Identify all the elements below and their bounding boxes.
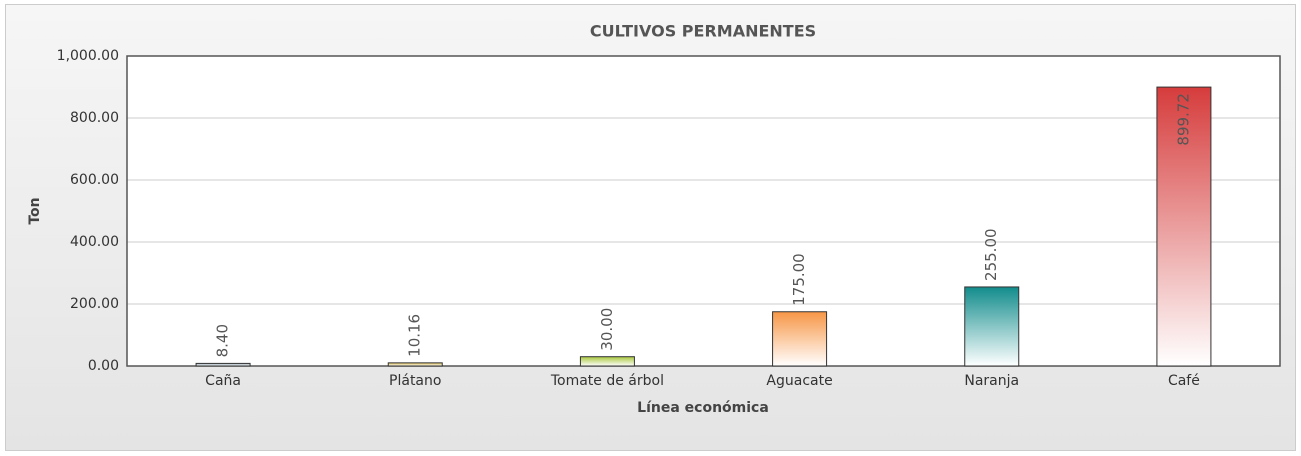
bar bbox=[772, 311, 828, 367]
x-axis-label: Línea económica bbox=[637, 400, 769, 416]
value-label: 8.40 bbox=[214, 324, 232, 357]
value-label: 255.00 bbox=[982, 228, 1000, 281]
y-tick-label: 1,000.00 bbox=[57, 48, 119, 64]
x-tick-label: Caña bbox=[205, 373, 241, 389]
chart-title: CULTIVOS PERMANENTES bbox=[590, 22, 816, 41]
bar bbox=[579, 356, 635, 367]
y-tick-label: 200.00 bbox=[70, 296, 119, 312]
x-tick-label: Tomate de árbol bbox=[550, 373, 664, 389]
y-axis-label: Ton bbox=[27, 197, 43, 224]
y-tick-label: 600.00 bbox=[70, 172, 119, 188]
x-tick-label: Café bbox=[1168, 373, 1200, 389]
y-tick-label: 800.00 bbox=[70, 110, 119, 126]
value-label: 175.00 bbox=[790, 253, 808, 306]
plot-border bbox=[126, 55, 1281, 367]
plot-area bbox=[127, 56, 1280, 366]
x-tick-label: Naranja bbox=[964, 373, 1019, 389]
value-label: 899.72 bbox=[1174, 93, 1192, 145]
value-label: 30.00 bbox=[598, 308, 616, 351]
x-tick-label: Aguacate bbox=[766, 373, 832, 389]
y-tick-label: 400.00 bbox=[70, 234, 119, 250]
value-label: 10.16 bbox=[406, 314, 424, 357]
x-tick-label: Plátano bbox=[389, 373, 441, 389]
bar bbox=[1156, 86, 1212, 367]
bar bbox=[964, 286, 1020, 367]
bar bbox=[387, 362, 443, 367]
y-tick-label: 0.00 bbox=[88, 358, 119, 374]
bar bbox=[195, 362, 251, 367]
